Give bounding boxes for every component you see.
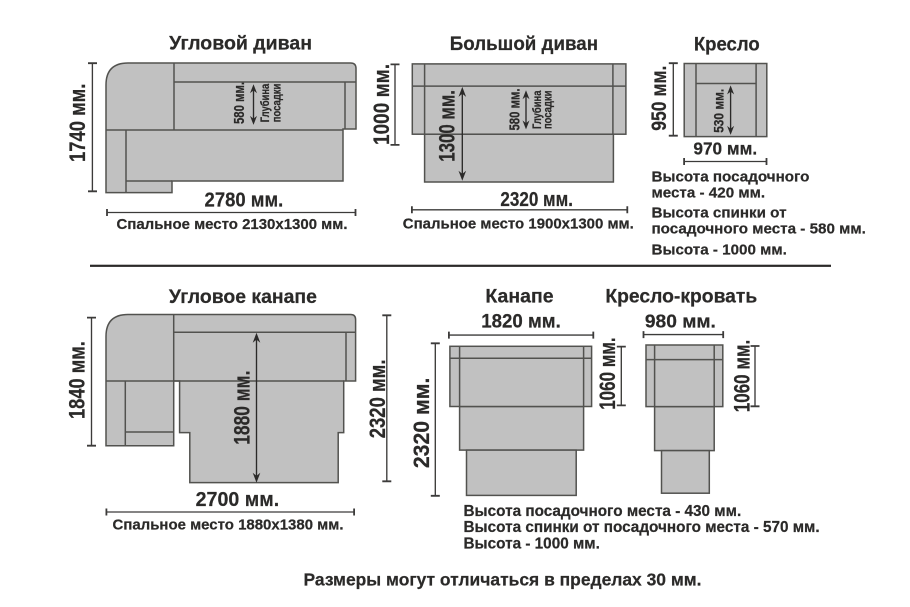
svg-text:530 мм.: 530 мм. [712, 89, 727, 133]
svg-text:2320 мм.: 2320 мм. [500, 189, 573, 211]
svg-text:Канапе: Канапе [485, 286, 553, 307]
svg-text:Спальное место 1880x1380 мм.: Спальное место 1880x1380 мм. [113, 517, 344, 534]
svg-text:950 мм.: 950 мм. [647, 66, 671, 131]
svg-text:Спальное место 1900x1300 мм.: Спальное место 1900x1300 мм. [403, 216, 634, 233]
svg-text:1300 мм.: 1300 мм. [435, 90, 460, 162]
svg-text:580 мм.: 580 мм. [232, 82, 248, 124]
svg-text:1840 мм.: 1840 мм. [65, 341, 90, 419]
svg-text:980 мм.: 980 мм. [645, 311, 716, 331]
svg-text:Угловой диван: Угловой диван [169, 34, 312, 55]
svg-text:1820 мм.: 1820 мм. [481, 312, 561, 333]
svg-text:Размеры могут отличаться в пре: Размеры могут отличаться в пределах 30 м… [304, 570, 702, 590]
svg-text:2320 мм.: 2320 мм. [365, 360, 390, 439]
svg-text:Высота посадочного: Высота посадочного [652, 168, 810, 185]
svg-text:580 мм.: 580 мм. [508, 89, 524, 131]
svg-text:Глубина: Глубина [259, 83, 272, 122]
svg-text:посадочного места - 580 мм.: посадочного места - 580 мм. [652, 221, 866, 238]
svg-text:Большой диван: Большой диван [450, 34, 598, 55]
svg-text:Спальное место 2130x1300 мм.: Спальное место 2130x1300 мм. [117, 216, 348, 233]
svg-text:посадки: посадки [271, 84, 284, 123]
svg-text:Высота - 1000 мм.: Высота - 1000 мм. [464, 536, 600, 553]
svg-text:Высота спинки от: Высота спинки от [652, 204, 788, 221]
svg-text:Высота - 1000 мм.: Высота - 1000 мм. [652, 241, 787, 258]
svg-text:Кресло-кровать: Кресло-кровать [605, 286, 757, 307]
svg-text:Высота спинки от посадочного м: Высота спинки от посадочного места - 570… [464, 519, 820, 536]
svg-text:2780 мм.: 2780 мм. [205, 189, 284, 211]
svg-text:Кресло: Кресло [694, 35, 760, 56]
svg-text:Глубина: Глубина [531, 90, 544, 129]
svg-text:1060 мм.: 1060 мм. [595, 337, 620, 409]
svg-text:посадки: посадки [541, 91, 554, 130]
svg-text:Угловое канапе: Угловое канапе [169, 287, 317, 308]
svg-text:1880 мм.: 1880 мм. [230, 371, 255, 445]
svg-text:места - 420 мм.: места - 420 мм. [652, 185, 766, 202]
svg-text:Высота посадочного места - 430: Высота посадочного места - 430 мм. [464, 503, 742, 520]
svg-text:2700 мм.: 2700 мм. [196, 489, 280, 511]
svg-text:970 мм.: 970 мм. [693, 138, 757, 158]
svg-text:1740 мм.: 1740 мм. [65, 84, 90, 162]
svg-text:2320 мм.: 2320 мм. [409, 378, 434, 469]
svg-text:1000 мм.: 1000 мм. [369, 64, 394, 145]
svg-text:1060 мм.: 1060 мм. [729, 340, 754, 412]
